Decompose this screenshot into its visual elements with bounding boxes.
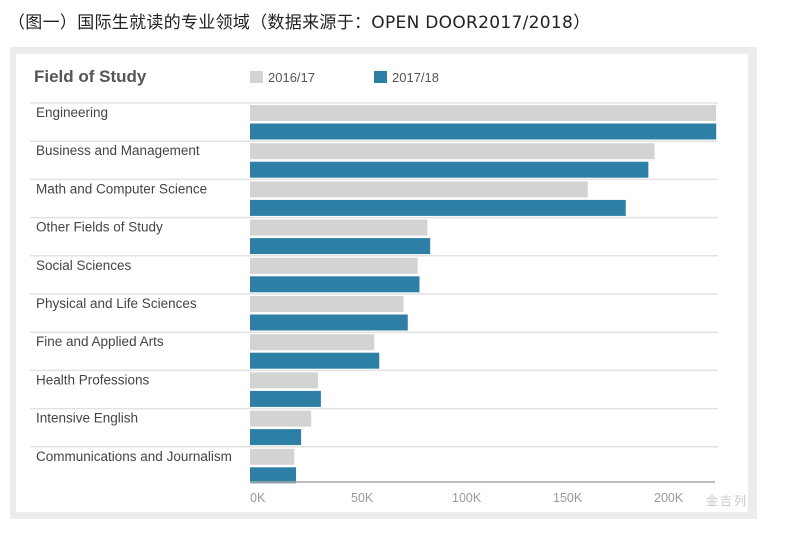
bar-2016-17 [250, 143, 655, 160]
x-tick-label: 0K [250, 491, 266, 505]
x-tick-label: 200K [654, 491, 684, 505]
bar-2017-18 [250, 352, 380, 369]
bar-2017-18 [250, 161, 649, 178]
bar-2016-17 [250, 105, 717, 121]
category-label: Communications and Journalism [36, 449, 232, 464]
bar-2016-17 [250, 296, 404, 312]
category-label: Math and Computer Science [36, 181, 207, 196]
x-tick-label: 50K [351, 491, 374, 505]
category-label: Intensive English [36, 411, 138, 426]
chart-title: Field of Study [34, 67, 147, 86]
watermark-logo: 金吉列 [706, 493, 748, 508]
category-label: Other Fields of Study [36, 220, 163, 235]
bar-2016-17 [250, 334, 375, 351]
bar-2016-17 [250, 372, 319, 389]
category-label: Business and Management [36, 143, 200, 158]
bar-2016-17 [250, 448, 295, 465]
category-label: Health Professions [36, 372, 150, 387]
bar-2017-18 [250, 467, 297, 484]
bar-2017-18 [250, 199, 626, 216]
bar-2016-17 [250, 410, 312, 427]
figure-caption: （图一）国际生就读的专业领域（数据来源于：OPEN DOOR2017/2018） [8, 13, 591, 33]
category-label: Physical and Life Sciences [36, 296, 197, 311]
x-tick-label: 150K [553, 491, 583, 505]
bar-2017-18 [250, 390, 321, 407]
bar-2017-18 [250, 276, 420, 293]
legend-swatch-2017-18 [374, 71, 387, 83]
bar-2017-18 [250, 429, 302, 446]
category-label: Engineering [36, 105, 108, 120]
category-label: Fine and Applied Arts [36, 334, 164, 349]
bar-2017-18 [250, 238, 431, 255]
x-tick-label: 100K [452, 491, 482, 505]
bar-2017-18 [250, 314, 408, 331]
category-label: Social Sciences [36, 258, 132, 273]
bar-2016-17 [250, 219, 428, 236]
legend-label: 2017/18 [392, 70, 439, 85]
bar-2017-18 [250, 123, 717, 140]
legend-swatch-2016-17 [250, 71, 263, 83]
bar-2016-17 [250, 181, 588, 198]
legend-label: 2016/17 [268, 70, 315, 85]
bar-2016-17 [250, 257, 418, 274]
